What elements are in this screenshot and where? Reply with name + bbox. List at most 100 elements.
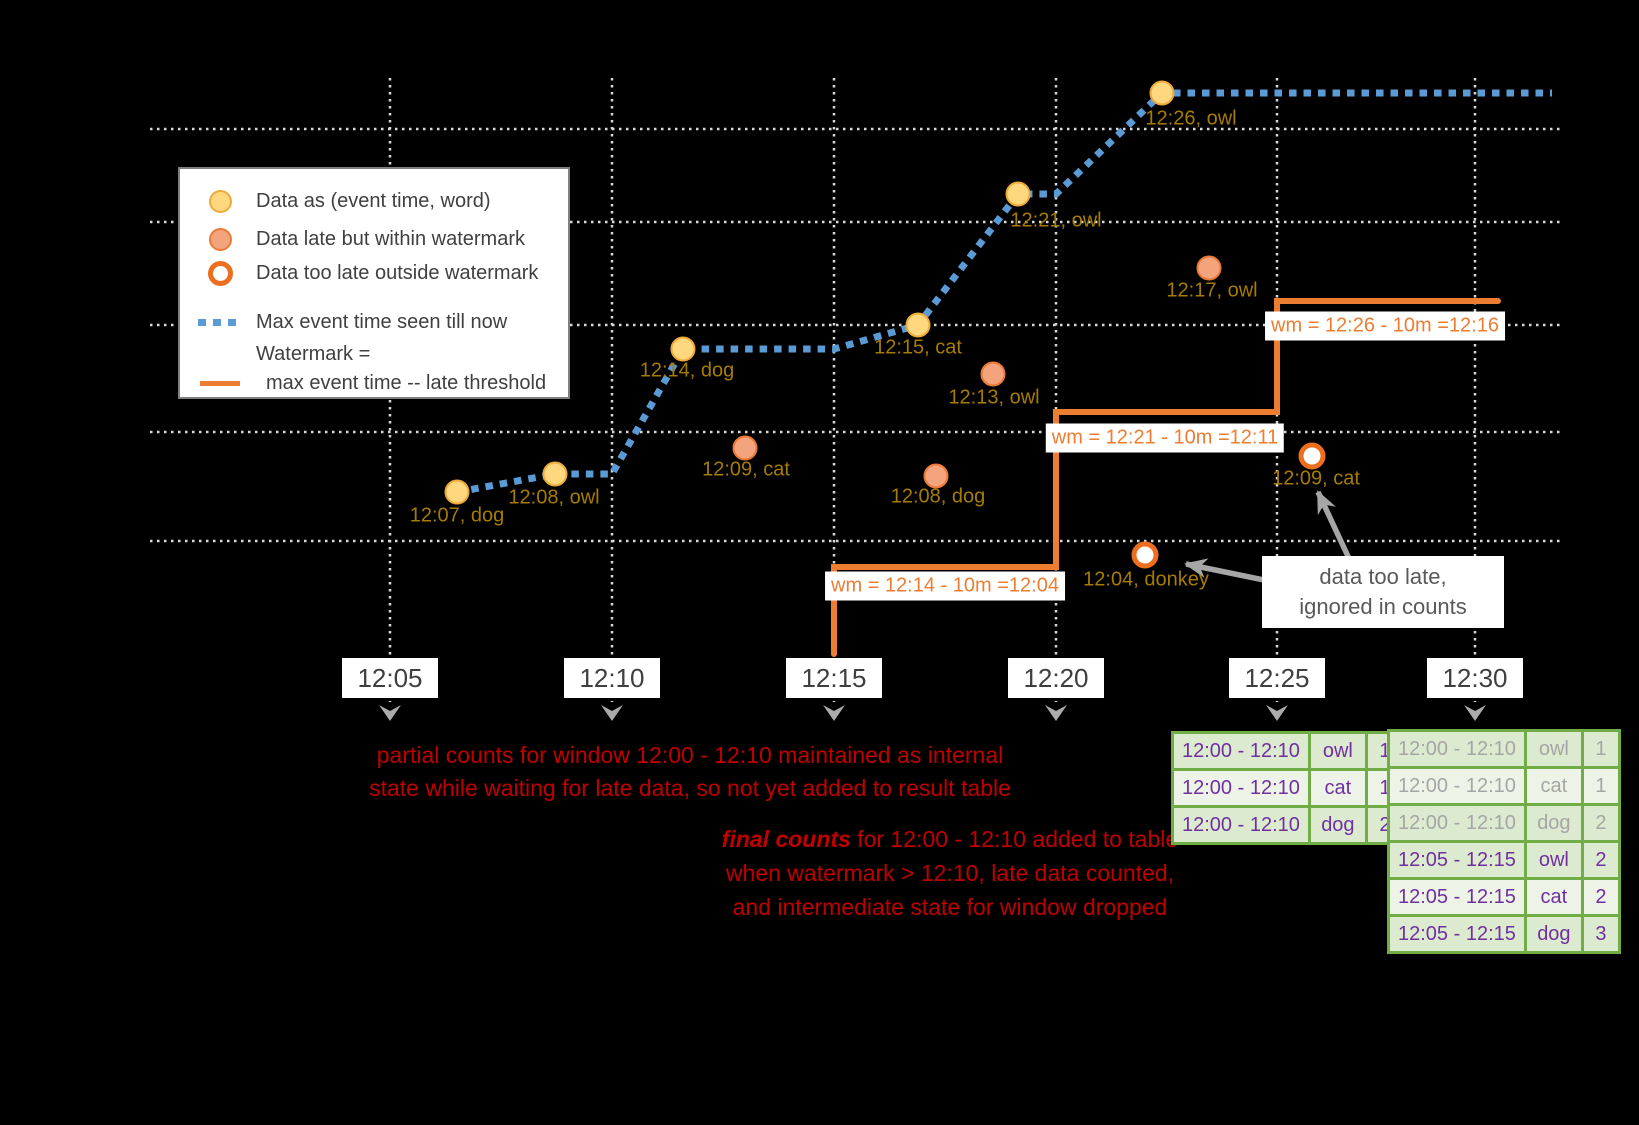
result-table-row: 12:00 - 12:10 owl 1 [1174,734,1402,768]
late-dot-icon [198,227,242,251]
data-point-label: 12:13, owl [948,386,1040,409]
data-point-label: 12:08, dog [890,485,986,508]
final-counts-note: final counts for 12:00 - 12:10 added to … [630,822,1270,924]
result-cell-count: 2 [1583,843,1618,877]
watermark-value-label: wm = 12:21 - 10m =12:11 [1045,423,1285,453]
axis-arrow-icon [1464,705,1486,721]
max-event-time-line [456,89,1552,496]
legend-item-label: Data as (event time, word) [256,189,491,212]
data-point-late [980,361,1006,387]
toolate-dot-icon [198,260,242,286]
data-point-late [1196,255,1222,281]
legend-item-watermark-formula: max event time -- late threshold [198,370,546,396]
result-cell-word: dog [1526,806,1581,840]
solid-line-icon [198,380,242,386]
result-cell-word: owl [1526,732,1581,766]
dashed-line-icon [198,318,242,326]
data-point-label: 12:09, cat [702,458,790,481]
result-cell-word: dog [1310,808,1365,842]
data-point-label: 12:07, dog [409,504,505,527]
result-table-12-30: 12:00 - 12:10 owl 1 12:00 - 12:10 cat 1 12:00 … [1387,729,1621,954]
result-cell-window: 12:05 - 12:15 [1390,880,1524,914]
axis-arrow-icon [1045,705,1067,721]
callout-arrow [1315,490,1356,569]
legend-item-max-event-line: Max event time seen till now [198,309,507,335]
result-cell-count: 2 [1583,806,1618,840]
data-point-ontime [444,479,470,505]
legend: Data as (event time, word) Data late but… [178,167,570,399]
axis-arrow-icon [379,705,401,721]
note-line: when watermark > 12:10, late data counte… [725,860,1175,886]
note-line: and intermediate state for window droppe… [732,894,1168,920]
axis-arrow-icon [601,705,623,721]
axis-arrow-icon [823,705,845,721]
result-cell-window: 12:00 - 12:10 [1390,769,1524,803]
data-point-ontime [905,312,931,338]
too-late-callout: data too late, ignored in counts [1262,556,1504,628]
ontime-dot-icon [198,189,242,213]
result-cell-window: 12:00 - 12:10 [1390,806,1524,840]
watermark-value-label: wm = 12:14 - 10m =12:04 [825,571,1065,601]
data-point-ontime [542,461,568,487]
legend-item-watermark-title: Watermark = [198,341,370,367]
data-point-toolate [1298,442,1326,470]
legend-item-label: max event time -- late threshold [266,371,547,394]
note-line: final counts for 12:00 - 12:10 added to … [630,822,1270,856]
data-point-label: 12:21, owl [1010,209,1102,232]
data-point-label: 12:04, donkey [1083,568,1209,591]
note-line: state while waiting for late data, so no… [369,775,1011,801]
result-table-row: 12:00 - 12:10 dog 2 [1174,808,1402,842]
result-cell-count: 1 [1583,732,1618,766]
result-cell-word: cat [1526,769,1581,803]
x-axis-tick: 12:30 [1427,658,1523,698]
data-point-label: 12:09, cat [1272,467,1360,490]
axis-arrow-icon [1266,705,1288,721]
x-axis-tick: 12:15 [786,658,882,698]
result-table-row: 12:00 - 12:10 owl 1 [1390,732,1618,766]
legend-item-late: Data late but within watermark [198,226,525,252]
result-table-row: 12:05 - 12:15 owl 2 [1390,843,1618,877]
too-late-line1: data too late, [1319,564,1447,589]
result-table-row: 12:00 - 12:10 cat 1 [1390,769,1618,803]
result-cell-window: 12:00 - 12:10 [1174,808,1308,842]
legend-item-label: Data late but within watermark [256,227,526,250]
result-cell-window: 12:00 - 12:10 [1174,734,1308,768]
too-late-line2: ignored in counts [1299,594,1467,619]
result-cell-window: 12:00 - 12:10 [1174,771,1308,805]
x-axis-tick: 12:10 [564,658,660,698]
legend-item-label: Max event time seen till now [256,310,508,333]
data-point-ontime [670,336,696,362]
result-cell-word: dog [1526,917,1581,951]
data-point-ontime [1005,181,1031,207]
data-point-late [923,463,949,489]
data-point-label: 12:14, dog [639,359,735,382]
data-point-late [732,435,758,461]
result-cell-count: 3 [1583,917,1618,951]
result-cell-count: 1 [1583,769,1618,803]
result-table-row: 12:00 - 12:10 cat 1 [1174,771,1402,805]
data-point-toolate [1131,541,1159,569]
note-line-rest: for 12:00 - 12:10 added to table [850,826,1179,852]
result-table-row: 12:05 - 12:15 cat 2 [1390,880,1618,914]
result-cell-window: 12:05 - 12:15 [1390,843,1524,877]
result-cell-word: owl [1310,734,1365,768]
result-cell-window: 12:05 - 12:15 [1390,917,1524,951]
result-cell-word: owl [1526,843,1581,877]
result-table-row: 12:00 - 12:10 dog 2 [1390,806,1618,840]
data-point-label: 12:17, owl [1166,279,1258,302]
result-cell-window: 12:00 - 12:10 [1390,732,1524,766]
legend-item-label: Watermark = [256,342,371,365]
watermark-line [831,298,1501,657]
partial-counts-note: partial counts for window 12:00 - 12:10 … [290,739,1090,805]
result-cell-word: cat [1526,880,1581,914]
legend-item-toolate: Data too late outside watermark [198,260,538,286]
legend-item-ontime: Data as (event time, word) [198,188,491,214]
result-cell-word: cat [1310,771,1365,805]
x-axis-tick: 12:25 [1229,658,1325,698]
data-point-label: 12:15, cat [874,336,962,359]
data-point-ontime [1149,80,1175,106]
legend-item-label: Data too late outside watermark [256,261,539,284]
data-point-label: 12:26, owl [1145,107,1237,130]
x-axis-tick: 12:05 [342,658,438,698]
